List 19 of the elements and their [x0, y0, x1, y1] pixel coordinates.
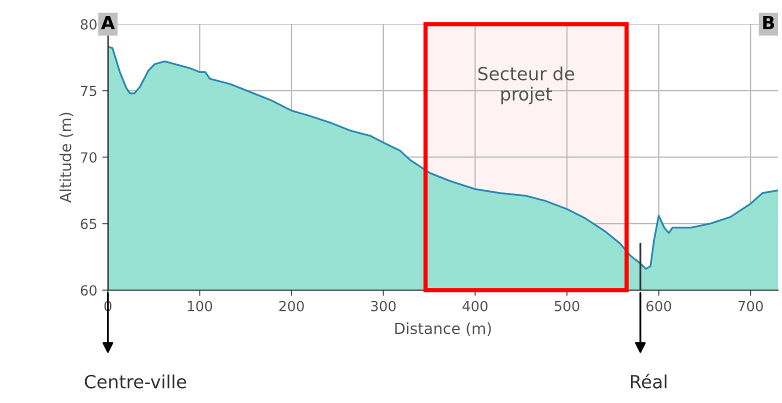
band-label: Secteur de projet: [478, 66, 574, 104]
annotation: A: [101, 16, 115, 30]
x-tick-label: 500: [554, 300, 580, 312]
ref-line-label: Centre-ville: [84, 374, 186, 388]
x-tick-label: 300: [371, 300, 396, 312]
x-tick-label: 600: [646, 300, 672, 312]
x-tick-label: 700: [738, 300, 763, 312]
y-tick-label: 65: [80, 218, 96, 230]
x-axis-title: Distance (m): [395, 322, 491, 336]
ref-line-label: Réal: [630, 374, 666, 388]
annotation: B: [763, 16, 774, 30]
y-tick-label: 60: [80, 285, 97, 296]
y-tick-label: 75: [80, 86, 96, 96]
y-tick-label: 80: [80, 19, 97, 30]
x-tick-label: 400: [462, 300, 488, 312]
x-tick-label: 100: [188, 300, 212, 312]
y-axis-title: Altitude (m): [59, 112, 74, 203]
y-tick-label: 70: [80, 152, 97, 163]
x-tick-label: 200: [279, 300, 304, 312]
